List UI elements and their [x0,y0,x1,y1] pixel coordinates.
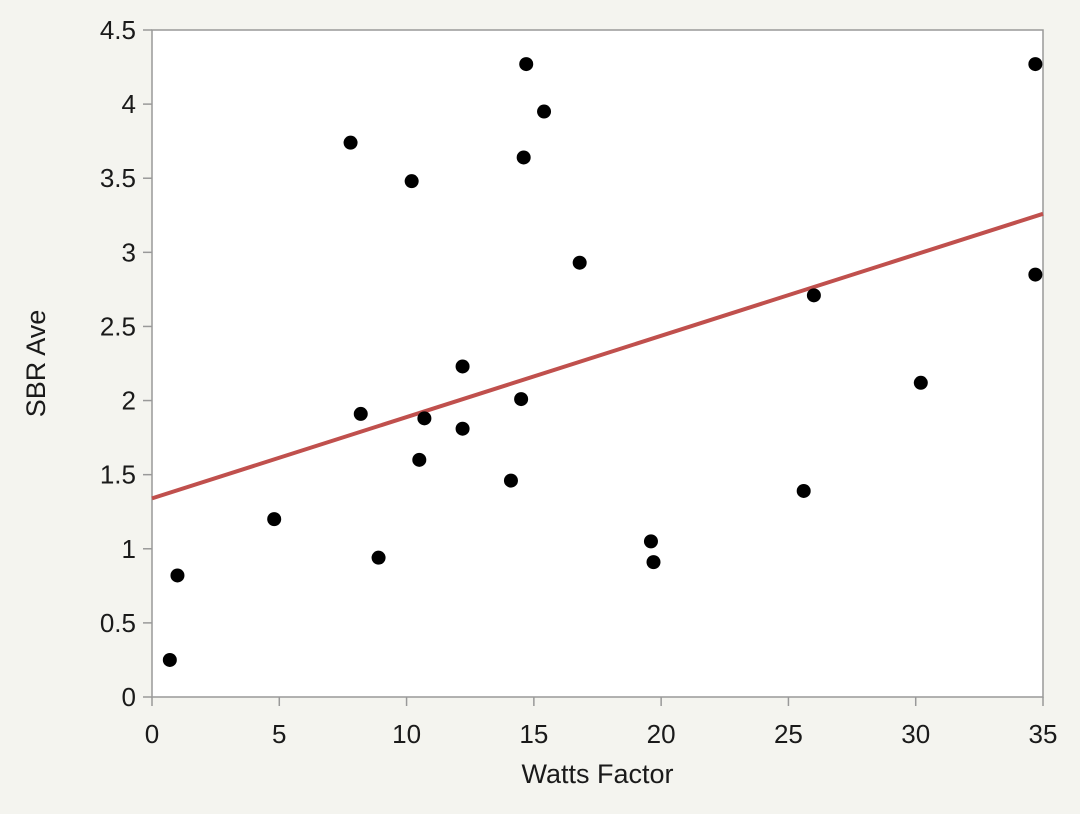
data-point [913,375,928,390]
x-tick-label: 35 [1029,719,1058,749]
x-axis: 0 5 10 15 20 25 30 35 [145,697,1058,749]
x-tick-label: 30 [901,719,930,749]
y-tick-label: 4.5 [100,15,136,45]
data-point [455,359,470,374]
y-tick-label: 2 [122,386,136,416]
data-point [404,174,419,189]
y-tick-label: 4 [122,89,136,119]
data-point [806,288,821,303]
x-tick-label: 15 [519,719,548,749]
x-tick-label: 25 [774,719,803,749]
data-point [796,483,811,498]
data-point [455,421,470,436]
y-axis-title: SBR Ave [21,310,51,418]
y-axis: 0 0.5 1 1.5 2 2.5 3 3.5 4 4.5 [100,15,152,712]
x-axis-title: Watts Factor [521,759,673,789]
data-point [516,150,531,165]
data-point [537,104,552,119]
fit-line [151,211,1044,501]
x-tick-label: 5 [272,719,286,749]
data-points [162,57,1043,667]
y-tick-label: 1 [122,534,136,564]
y-tick-label: 0 [122,682,136,712]
data-point [162,652,177,667]
data-point [643,534,658,549]
y-tick-label: 3.5 [100,163,136,193]
data-point [343,135,358,150]
data-point [267,512,282,527]
data-point [353,406,368,421]
data-point [514,392,529,407]
y-tick-label: 1.5 [100,460,136,490]
data-point [572,255,587,270]
x-tick-label: 10 [392,719,421,749]
x-tick-label: 0 [145,719,159,749]
data-point [503,473,518,488]
plot-area [151,29,1044,698]
data-point [519,57,534,72]
data-point [1028,57,1043,72]
data-point [170,568,185,583]
y-tick-label: 2.5 [100,311,136,341]
x-tick-label: 20 [647,719,676,749]
data-point [371,550,386,565]
y-tick-label: 0.5 [100,608,136,638]
data-point [417,411,432,426]
data-point [412,452,427,467]
data-point [646,555,661,570]
data-point [1028,267,1043,282]
y-tick-label: 3 [122,237,136,267]
